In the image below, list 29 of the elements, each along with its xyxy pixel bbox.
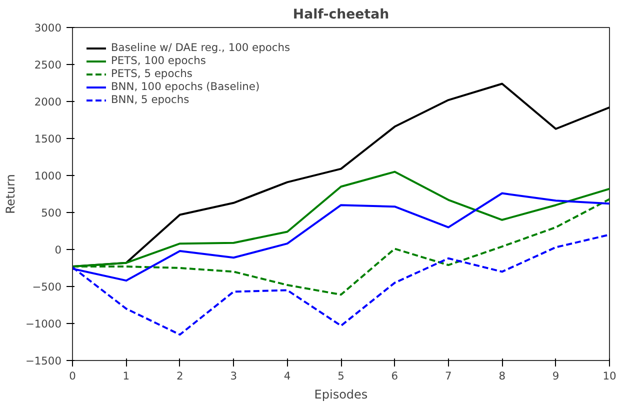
- legend-label: BNN, 5 epochs: [111, 93, 190, 106]
- x-tick-label: 4: [284, 370, 291, 382]
- x-tick-label: 2: [176, 370, 184, 382]
- x-tick-label: 7: [445, 370, 452, 382]
- x-tick-label: 1: [122, 370, 130, 382]
- x-tick-label: 8: [498, 370, 506, 382]
- y-tick-label: 1000: [34, 170, 62, 182]
- legend-label: PETS, 5 epochs: [111, 67, 192, 80]
- y-axis-title: Return: [3, 174, 18, 214]
- y-tick-label: 0: [54, 244, 62, 256]
- x-tick-label: 10: [602, 370, 616, 382]
- legend-label: BNN, 100 epochs (Baseline): [111, 80, 260, 93]
- x-tick-label: 3: [230, 370, 237, 382]
- y-tick-label: 500: [41, 206, 62, 220]
- x-tick-label: 0: [69, 370, 76, 382]
- x-tick-label: 5: [338, 370, 344, 382]
- legend-label: Baseline w/ DAE reg., 100 epochs: [111, 41, 290, 54]
- y-tick-label: 2000: [34, 96, 62, 108]
- y-tick-label: −1500: [25, 354, 62, 368]
- legend-label: PETS, 100 epochs: [111, 54, 206, 67]
- x-tick-label: 6: [391, 370, 398, 382]
- y-tick-label: −1000: [25, 318, 62, 330]
- chart-title: Half-cheetah: [292, 8, 390, 22]
- y-tick-label: 1500: [34, 132, 62, 146]
- x-axis-title: Episodes: [314, 388, 368, 402]
- y-tick-label: −500: [32, 280, 62, 294]
- x-tick-label: 9: [552, 370, 560, 382]
- y-tick-label: 2500: [34, 58, 62, 72]
- y-tick-label: 3000: [34, 22, 62, 34]
